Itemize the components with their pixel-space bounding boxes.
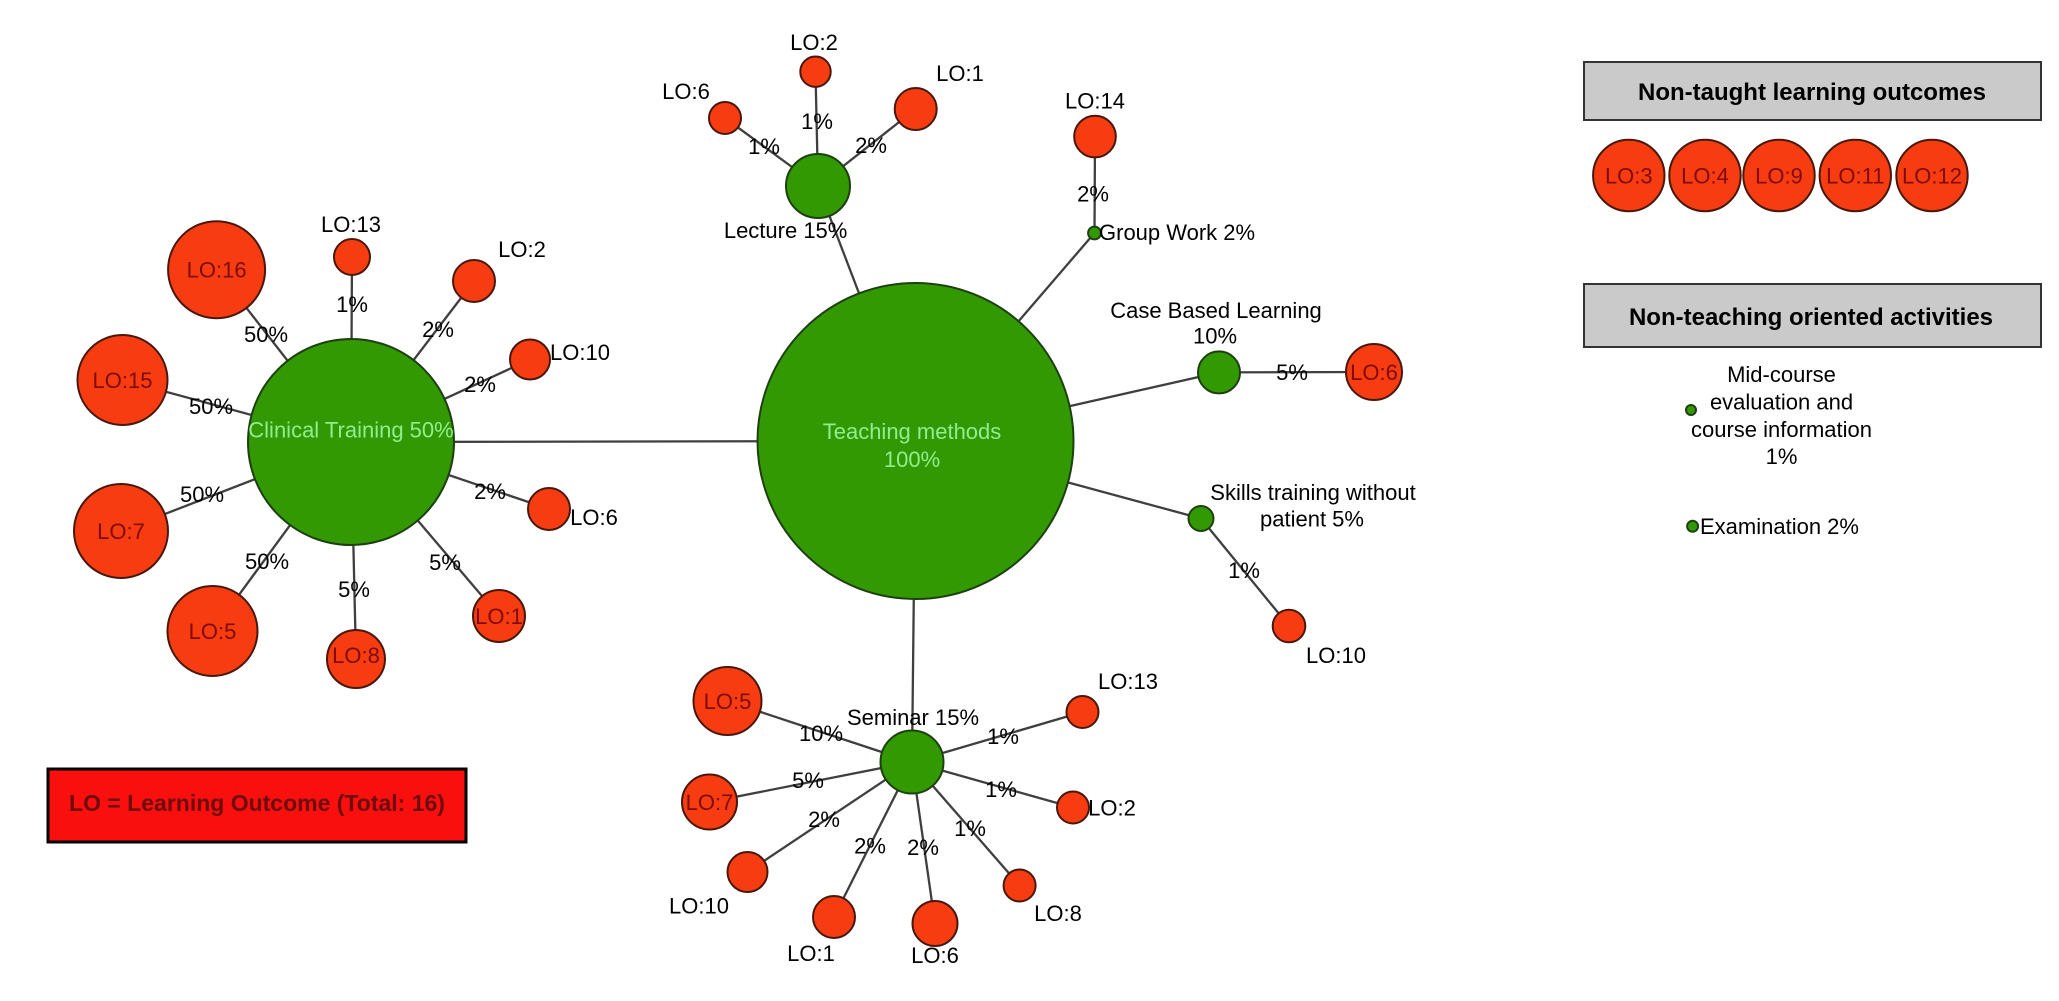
svg-text:1%: 1% <box>336 292 368 317</box>
svg-text:LO:13: LO:13 <box>321 212 381 237</box>
svg-text:10%: 10% <box>1193 324 1237 349</box>
svg-text:LO:11: LO:11 <box>1826 164 1884 189</box>
svg-text:Case Based Learning: Case Based Learning <box>1110 298 1322 323</box>
svg-text:LO:7: LO:7 <box>97 519 145 544</box>
svg-text:LO:2: LO:2 <box>498 237 546 262</box>
svg-text:LO:2: LO:2 <box>790 30 838 55</box>
svg-text:LO:13: LO:13 <box>1098 669 1158 694</box>
svg-text:10%: 10% <box>799 721 843 746</box>
svg-text:LO:5: LO:5 <box>704 689 752 714</box>
svg-text:LO:10: LO:10 <box>550 340 610 365</box>
svg-text:LO:15: LO:15 <box>93 368 153 393</box>
svg-text:2%: 2% <box>854 834 886 859</box>
svg-text:LO:16: LO:16 <box>187 258 247 283</box>
svg-text:Non-taught learning outcomes: Non-taught learning outcomes <box>1638 79 1986 106</box>
svg-text:1%: 1% <box>954 816 986 841</box>
svg-text:LO:7: LO:7 <box>686 790 734 815</box>
svg-text:1%: 1% <box>801 109 833 134</box>
svg-text:LO:14: LO:14 <box>1065 89 1125 114</box>
svg-text:LO:4: LO:4 <box>1681 164 1729 189</box>
svg-text:LO:5: LO:5 <box>189 619 237 644</box>
svg-text:LO:6: LO:6 <box>1350 360 1398 385</box>
svg-text:patient 5%: patient 5% <box>1260 507 1364 532</box>
svg-text:LO = Learning Outcome (Total:: LO = Learning Outcome (Total: 16) <box>69 790 445 816</box>
svg-text:LO:10: LO:10 <box>1306 643 1366 668</box>
svg-text:LO:2: LO:2 <box>1088 796 1136 821</box>
svg-text:50%: 50% <box>245 549 289 574</box>
svg-text:Clinical Training 50%: Clinical Training 50% <box>248 418 453 443</box>
svg-text:2%: 2% <box>1077 182 1109 207</box>
svg-text:2%: 2% <box>474 479 506 504</box>
svg-text:Non-teaching oriented activiti: Non-teaching oriented activities <box>1629 304 1993 331</box>
svg-text:LO:8: LO:8 <box>1034 901 1082 926</box>
svg-text:LO:12: LO:12 <box>1902 164 1962 189</box>
svg-text:5%: 5% <box>792 768 824 793</box>
svg-text:LO:1: LO:1 <box>936 61 984 86</box>
svg-text:50%: 50% <box>189 394 233 419</box>
svg-text:100%: 100% <box>884 447 940 472</box>
svg-text:course information: course information <box>1691 417 1872 442</box>
svg-text:50%: 50% <box>180 482 224 507</box>
svg-text:2%: 2% <box>808 807 840 832</box>
svg-text:evaluation and: evaluation and <box>1710 390 1853 415</box>
svg-text:1%: 1% <box>1766 444 1798 469</box>
svg-text:LO:6: LO:6 <box>570 505 618 530</box>
svg-text:Lecture 15%: Lecture 15% <box>724 218 848 243</box>
svg-text:1%: 1% <box>985 777 1017 802</box>
svg-text:LO:8: LO:8 <box>332 643 380 668</box>
svg-text:LO:10: LO:10 <box>669 894 729 919</box>
svg-text:5%: 5% <box>429 550 461 575</box>
svg-text:LO:9: LO:9 <box>1755 164 1803 189</box>
svg-text:LO:6: LO:6 <box>911 943 959 968</box>
svg-text:Examination 2%: Examination 2% <box>1700 514 1859 539</box>
svg-text:Seminar 15%: Seminar 15% <box>847 705 979 730</box>
svg-text:1%: 1% <box>987 724 1019 749</box>
svg-text:LO:1: LO:1 <box>787 941 835 966</box>
svg-text:Group Work 2%: Group Work 2% <box>1099 220 1255 245</box>
svg-text:Mid-course: Mid-course <box>1727 362 1836 387</box>
svg-text:1%: 1% <box>1228 558 1260 583</box>
svg-text:LO:6: LO:6 <box>662 79 710 104</box>
svg-text:50%: 50% <box>244 322 288 347</box>
svg-text:Skills training without: Skills training without <box>1210 480 1415 505</box>
svg-text:LO:3: LO:3 <box>1605 164 1653 189</box>
svg-text:LO:1: LO:1 <box>475 604 523 629</box>
svg-text:2%: 2% <box>422 317 454 342</box>
svg-text:2%: 2% <box>464 372 496 397</box>
svg-text:2%: 2% <box>855 133 887 158</box>
svg-text:1%: 1% <box>748 134 780 159</box>
svg-text:5%: 5% <box>1276 360 1308 385</box>
svg-text:2%: 2% <box>907 835 939 860</box>
svg-text:Teaching methods: Teaching methods <box>823 419 1002 444</box>
svg-text:5%: 5% <box>338 577 370 602</box>
